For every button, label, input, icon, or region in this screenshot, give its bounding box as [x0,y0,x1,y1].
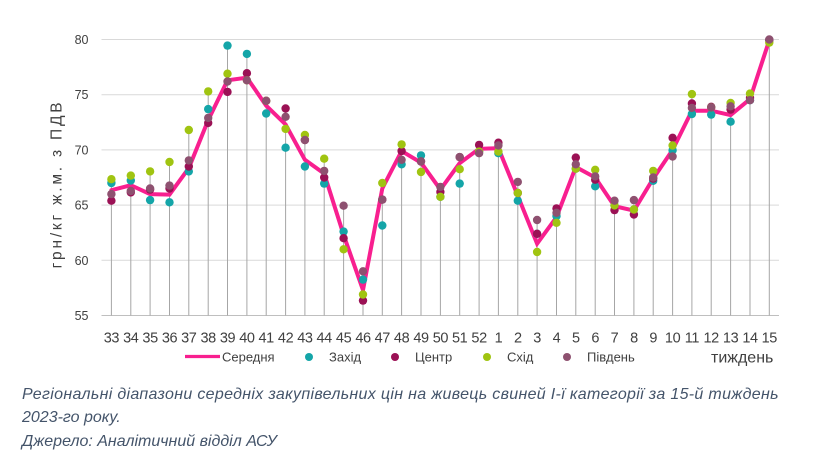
svg-text:6: 6 [591,331,599,347]
svg-text:9: 9 [649,331,657,347]
svg-text:41: 41 [259,331,275,347]
svg-text:1: 1 [495,331,503,347]
svg-text:12: 12 [704,331,720,347]
svg-text:36: 36 [162,331,178,347]
svg-text:13: 13 [723,331,739,347]
svg-text:14: 14 [742,331,758,347]
svg-text:Схід: Схід [507,350,534,365]
svg-text:39: 39 [220,331,236,347]
svg-text:Середня: Середня [222,350,275,365]
svg-text:11: 11 [685,331,700,347]
svg-text:46: 46 [355,331,371,347]
svg-text:48: 48 [394,331,410,347]
svg-text:44: 44 [317,331,333,347]
svg-text:2023-го року.: 2023-го року. [21,409,121,426]
svg-text:47: 47 [375,331,391,347]
svg-text:43: 43 [297,331,313,347]
svg-text:грн/кг ж.м. з ПДВ: грн/кг ж.м. з ПДВ [49,100,66,269]
svg-text:65: 65 [75,199,89,213]
svg-text:35: 35 [142,331,158,347]
svg-text:51: 51 [452,331,468,347]
svg-text:50: 50 [433,331,449,347]
svg-text:55: 55 [75,309,89,323]
svg-text:60: 60 [75,254,89,268]
svg-text:Регіональні діапазони середніх: Регіональні діапазони середніх закупівел… [22,386,779,403]
svg-text:тиждень: тиждень [711,350,773,367]
svg-text:49: 49 [413,331,429,347]
svg-text:4: 4 [553,331,561,347]
svg-text:Центр: Центр [415,350,452,365]
svg-text:Захід: Захід [329,350,361,365]
svg-text:34: 34 [123,331,139,347]
svg-text:Джерело: Аналітичний відділ АС: Джерело: Аналітичний відділ АСУ [20,433,279,450]
svg-text:40: 40 [239,331,255,347]
svg-text:8: 8 [630,331,638,347]
svg-text:52: 52 [471,331,487,347]
svg-text:80: 80 [75,33,89,47]
svg-text:7: 7 [611,331,619,347]
svg-text:Південь: Південь [587,350,635,365]
svg-text:70: 70 [75,143,89,157]
svg-text:42: 42 [278,331,294,347]
svg-text:75: 75 [75,88,89,102]
svg-text:10: 10 [665,331,681,347]
svg-text:37: 37 [181,331,197,347]
svg-text:2: 2 [514,331,522,347]
svg-text:3: 3 [533,331,541,347]
svg-text:15: 15 [762,331,778,347]
svg-text:5: 5 [572,331,580,347]
svg-text:45: 45 [336,331,352,347]
svg-text:38: 38 [201,331,217,347]
svg-text:33: 33 [104,331,120,347]
